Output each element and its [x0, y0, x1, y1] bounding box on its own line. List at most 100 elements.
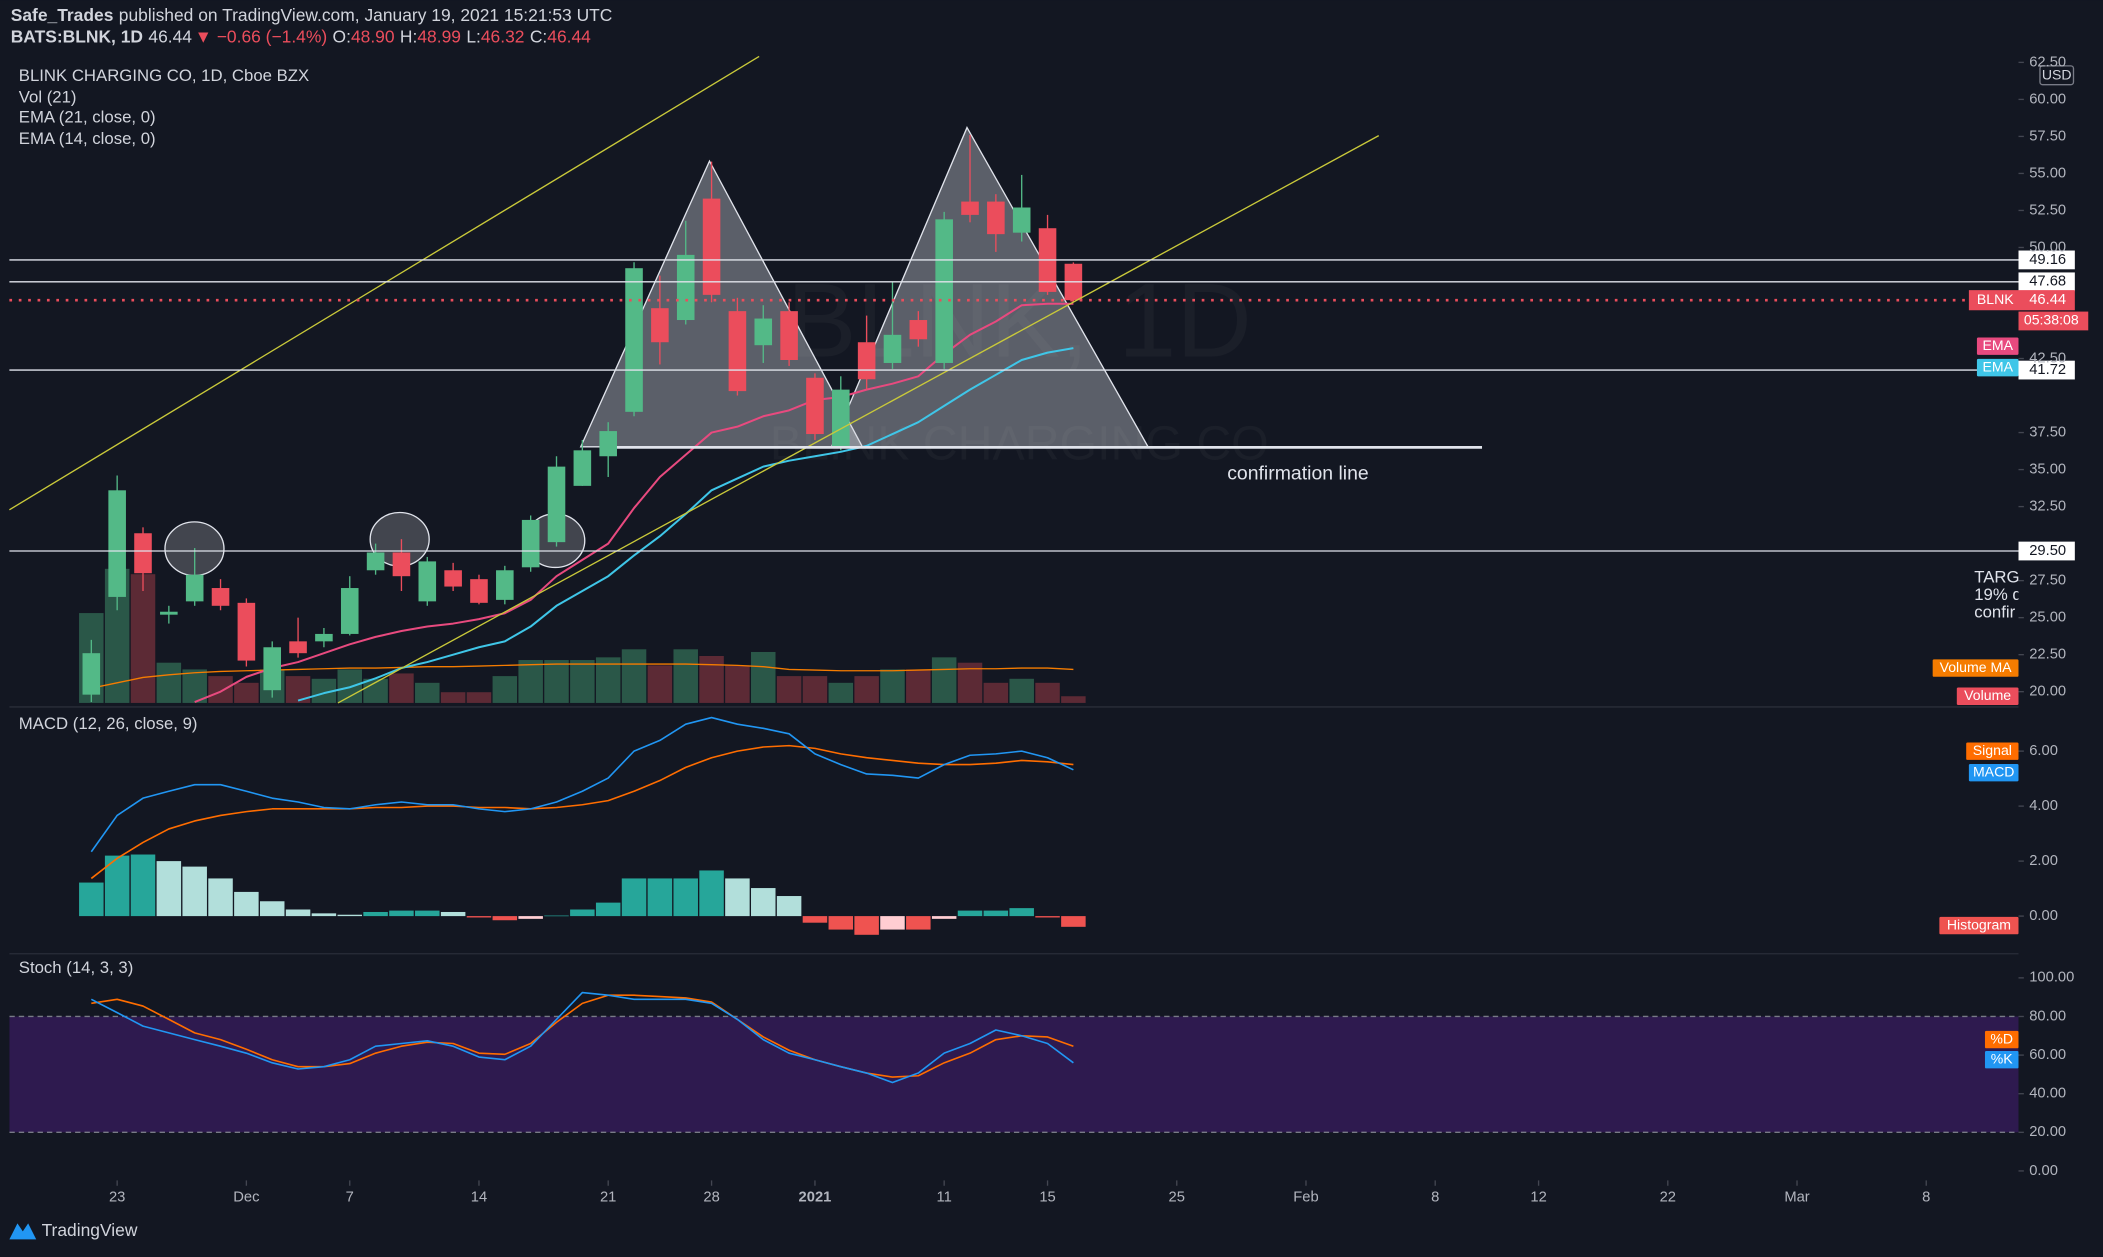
stoch-band — [9, 1016, 2019, 1133]
series-tag — [1956, 687, 2019, 705]
candle-body — [599, 431, 617, 457]
candle-body — [883, 334, 902, 363]
y-tick-label: 62.50 — [2029, 54, 2066, 70]
last: 46.44 — [148, 26, 192, 46]
target-note: 19% d — [1974, 585, 2022, 604]
volume-bar — [854, 676, 879, 703]
ohlc-value: 48.99 — [417, 26, 461, 46]
histogram-bar — [828, 916, 854, 930]
histogram-bar — [389, 910, 414, 917]
histogram-bar — [751, 888, 776, 917]
series-tag-label: %K — [1991, 1050, 2014, 1066]
y-tick-label: 42.50 — [2029, 350, 2066, 366]
volume-bar — [776, 676, 802, 703]
volume-bar — [156, 662, 182, 703]
symbol: BATS:BLNK, 1D — [11, 26, 143, 46]
y-tick-label: 25.00 — [2029, 610, 2066, 626]
candle-body — [340, 588, 359, 634]
series-tag-label: MACD — [1973, 763, 2014, 779]
y-tick-label: 37.50 — [2029, 424, 2066, 440]
y-tick-label: 52.50 — [2029, 202, 2066, 218]
candle-body — [676, 254, 695, 321]
histogram-bar — [544, 915, 569, 917]
y-tick-label: 60.00 — [2029, 1047, 2066, 1063]
legend-ema: EMA (14, close, 0) — [19, 129, 156, 148]
candle-body — [806, 377, 824, 435]
published: published on TradingView.com, January 19… — [119, 5, 613, 25]
volume-bar — [699, 655, 724, 703]
volume-bar — [673, 649, 698, 703]
histogram-bar — [570, 909, 595, 917]
candle-body — [754, 318, 773, 346]
target-note: confir — [1974, 602, 2015, 621]
candle-body — [857, 342, 876, 380]
last-price-tag — [1968, 290, 2075, 311]
volume-bar — [544, 660, 569, 703]
y-tick-label: 20.00 — [2029, 1124, 2066, 1140]
candle-body — [315, 633, 333, 642]
histogram-bar — [983, 910, 1009, 917]
candle-body — [185, 574, 204, 602]
y-tick-label: 35.00 — [2029, 461, 2066, 477]
y-tick-label: 0.00 — [2029, 908, 2058, 924]
level-label: 29.50 — [2029, 543, 2066, 559]
candle-body — [496, 570, 514, 600]
candle-body — [521, 519, 540, 568]
y-tick-label: 50.00 — [2029, 239, 2066, 255]
histogram-bar — [880, 916, 905, 930]
candle-body — [366, 552, 385, 571]
histogram-bar — [285, 909, 311, 917]
ema-line — [194, 302, 1074, 703]
histogram-bar — [776, 896, 802, 917]
histogram-bar — [466, 916, 492, 918]
y-tick-label: 27.50 — [2029, 573, 2066, 589]
histogram-bar — [182, 866, 207, 917]
x-tick-label: 8 — [1431, 1190, 1439, 1206]
y-tick-label: 4.00 — [2029, 798, 2058, 814]
legend-macd: MACD (12, 26, close, 9) — [19, 714, 198, 733]
series-tag — [1968, 763, 2019, 782]
histogram-bar — [337, 914, 363, 917]
series-tag-label: %D — [1990, 1030, 2013, 1046]
y-tick-label: 2.00 — [2029, 853, 2058, 869]
trend-line — [337, 135, 1380, 704]
series-tag-label: Volume MA — [1940, 659, 2013, 675]
histogram-bar — [208, 878, 233, 917]
series-tag — [1966, 742, 2019, 760]
candle-body — [470, 579, 488, 603]
volume-bar — [466, 692, 492, 703]
level-tag — [2018, 250, 2075, 270]
x-tick-label: Mar — [1784, 1190, 1809, 1206]
histogram-bar — [311, 913, 337, 917]
histogram-bar — [673, 878, 698, 917]
histogram-bar — [1035, 916, 1060, 918]
trend-line — [9, 55, 760, 511]
volume-bar — [1009, 678, 1034, 703]
candle-body — [702, 198, 721, 295]
volume-bar — [880, 669, 905, 703]
ohlc-key: H: — [400, 26, 417, 46]
volume-bar — [337, 669, 363, 703]
x-tick-label: Feb — [1293, 1190, 1318, 1206]
histogram-bar — [647, 878, 673, 917]
volume-bar — [983, 682, 1009, 703]
volume-bar — [415, 682, 440, 703]
macd-line — [90, 744, 1074, 880]
volume-bar — [1061, 696, 1086, 703]
series-tag — [1976, 358, 2019, 377]
x-tick-label: 22 — [1660, 1190, 1676, 1206]
candle-body — [211, 588, 230, 606]
x-tick-label: 8 — [1922, 1190, 1930, 1206]
stoch-pane — [9, 991, 2019, 1133]
last-price-symbol: BLNK — [1977, 291, 2014, 307]
y-tick-label: 32.50 — [2029, 498, 2066, 514]
volume-bar — [389, 673, 414, 703]
ohlc-key: L: — [466, 26, 481, 46]
series-tag-label: Volume — [1964, 687, 2011, 703]
legend-volume: Vol (21) — [19, 87, 77, 106]
histogram-bar — [79, 882, 104, 917]
volume-bar — [802, 676, 828, 703]
histogram-bar — [802, 916, 828, 923]
volume-bar — [570, 660, 595, 703]
x-tick-label: 25 — [1169, 1190, 1185, 1206]
